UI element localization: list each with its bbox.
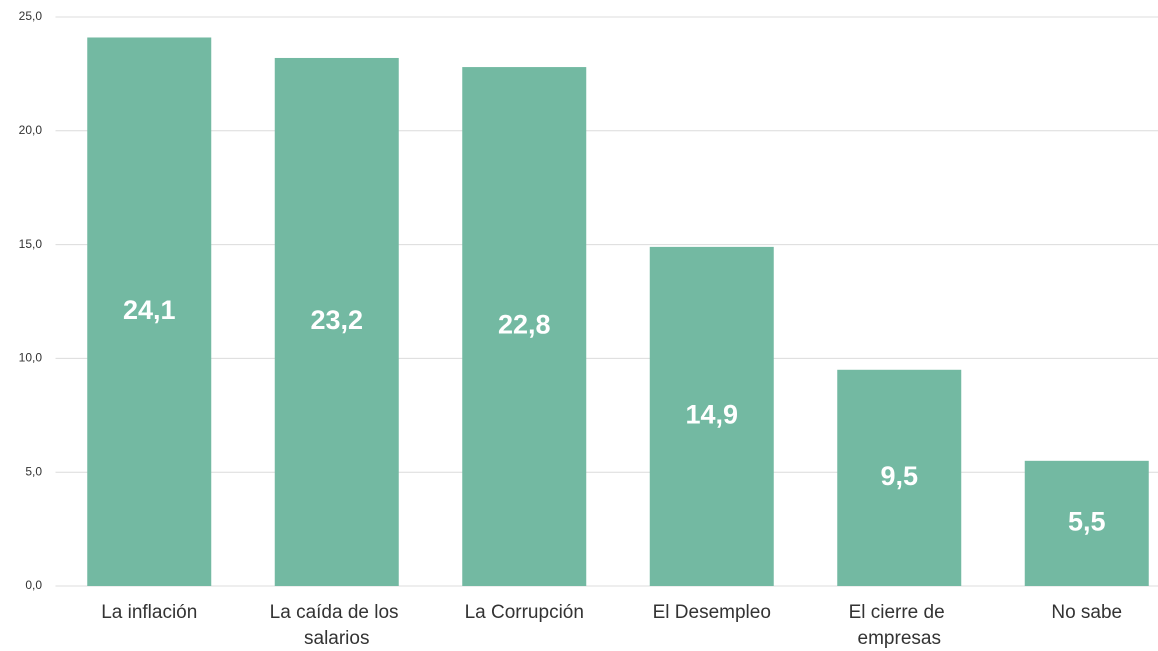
bar bbox=[462, 67, 587, 586]
y-tick-label: 5,0 bbox=[25, 464, 42, 478]
value-label: 14,9 bbox=[685, 400, 738, 430]
bar bbox=[1024, 460, 1149, 586]
bar bbox=[274, 57, 399, 586]
x-tick-label: No sabe bbox=[1051, 602, 1122, 623]
y-tick-label: 25,0 bbox=[19, 9, 43, 23]
value-label: 5,5 bbox=[1068, 507, 1106, 537]
x-tick-label: La caída de los salarios bbox=[270, 602, 404, 649]
y-tick-label: 0,0 bbox=[25, 578, 42, 592]
x-tick-label: El cierre de empresas bbox=[849, 602, 950, 649]
value-label: 24,1 bbox=[123, 295, 176, 325]
x-tick-label: El Desempleo bbox=[653, 602, 771, 623]
y-tick-label: 10,0 bbox=[19, 351, 43, 365]
value-label: 23,2 bbox=[310, 305, 363, 335]
y-tick-label: 15,0 bbox=[19, 237, 43, 251]
value-label: 9,5 bbox=[880, 461, 918, 491]
value-label: 22,8 bbox=[498, 310, 551, 340]
y-tick-label: 20,0 bbox=[19, 123, 43, 137]
bar bbox=[837, 369, 962, 586]
x-tick-label: La Corrupción bbox=[465, 602, 584, 623]
x-tick-label: La inflación bbox=[101, 602, 197, 623]
bar bbox=[649, 246, 774, 586]
bar bbox=[87, 37, 212, 586]
